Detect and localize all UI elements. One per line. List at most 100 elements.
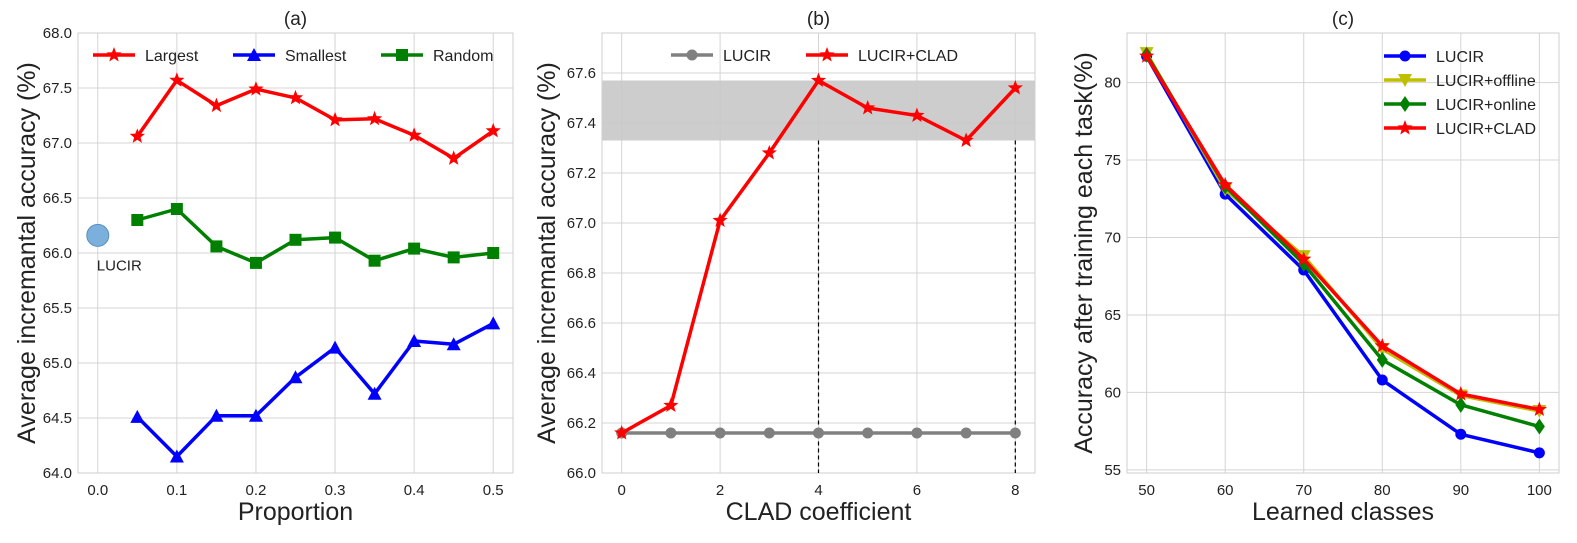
data-point (1298, 255, 1310, 272)
panel-title: (a) (284, 9, 307, 30)
data-point (712, 212, 728, 227)
x-tick-label: 0.2 (246, 482, 267, 499)
y-tick-label: 68.0 (43, 25, 72, 42)
series-line (136, 207, 494, 265)
x-tick-label: 8 (1011, 482, 1019, 499)
chart-panel-0: 0.0 0.1 0.2 0.3 0.4 0.5 64.0 64.5 65.0 65.5 66.0 66… (13, 9, 514, 526)
legend-label: LUCIR+online (1436, 97, 1536, 114)
data-point (909, 107, 925, 122)
y-axis-label: Average incremantal accuracy (%) (13, 62, 41, 444)
legend-item: LUCIR+CLAD (806, 47, 958, 65)
data-point (408, 242, 421, 255)
x-tick-label: 100 (1527, 482, 1552, 499)
data-point (763, 427, 775, 439)
legend-item: LUCIR+CLAD (1384, 120, 1536, 138)
y-tick-label: 80 (1104, 75, 1121, 92)
y-tick-label: 66.8 (567, 265, 596, 282)
x-axis-label: CLAD coefficient (726, 498, 912, 526)
legend: LUCIR LUCIR+CLAD (671, 47, 958, 65)
data-point (485, 122, 501, 138)
data-point (328, 340, 343, 354)
y-tick-label: 65.5 (43, 300, 72, 317)
data-point (249, 256, 262, 269)
x-tick-label: 50 (1138, 482, 1155, 499)
data-point (289, 233, 302, 246)
y-axis-label: Average incremantal accuracy (%) (533, 62, 561, 444)
chart-panel-1: 0 2 4 6 8 66.0 66.2 66.4 66.6 66.8 67.0 67.2 67.4 67.… (533, 9, 1036, 526)
data-point (1376, 374, 1388, 386)
y-tick-label: 67.5 (43, 80, 72, 97)
x-tick-label: 70 (1295, 482, 1312, 499)
data-point (368, 254, 381, 267)
legend-swatch-marker (1398, 74, 1412, 87)
data-point (1533, 418, 1545, 435)
series-random (131, 203, 500, 269)
y-tick-label: 66.5 (43, 190, 72, 207)
data-point (287, 89, 304, 105)
y-tick-label: 67.0 (43, 135, 72, 152)
data-point (446, 337, 461, 351)
data-point (406, 127, 422, 142)
series-line (135, 78, 495, 161)
x-tick-label: 0.4 (404, 482, 425, 499)
legend-label: LUCIR+CLAD (1436, 121, 1536, 138)
legend-item: LUCIR (1384, 49, 1484, 66)
data-point (1007, 80, 1023, 95)
data-point (862, 427, 874, 439)
legend-item: LUCIR (671, 48, 771, 65)
series-smallest (130, 316, 501, 463)
legend-swatch-marker (106, 47, 122, 62)
baseline-point (86, 223, 110, 247)
legend-swatch-marker (819, 47, 835, 62)
series-line (136, 321, 495, 459)
series-largest (129, 72, 501, 165)
y-tick-label: 66.0 (567, 465, 596, 482)
data-point (1455, 428, 1467, 440)
data-point (1374, 337, 1390, 353)
data-point (911, 427, 923, 439)
baseline-point-label: LUCIR (97, 257, 142, 274)
data-point (714, 427, 726, 439)
legend-swatch-marker (247, 48, 261, 61)
data-point (1453, 385, 1469, 401)
y-tick-label: 67.6 (567, 65, 596, 82)
data-point (407, 334, 422, 347)
y-tick-label: 66.0 (43, 245, 72, 262)
y-tick-label: 55 (1104, 462, 1121, 479)
data-point (366, 110, 383, 126)
legend-item: Smallest (233, 48, 347, 65)
data-point (288, 370, 303, 384)
data-point (761, 145, 777, 160)
data-point (209, 408, 224, 422)
legend-swatch-marker (1399, 50, 1411, 62)
y-tick-label: 67.4 (567, 115, 596, 132)
data-point (1533, 447, 1545, 459)
data-point (367, 386, 382, 400)
data-point (487, 247, 500, 259)
y-tick-label: 66.2 (567, 415, 596, 432)
panel-title: (b) (807, 9, 830, 30)
y-tick-label: 67.2 (567, 165, 596, 182)
series-lucir-clad (614, 72, 1023, 440)
legend-label: LUCIR+offline (1436, 73, 1536, 90)
y-tick-label: 64.5 (43, 410, 72, 427)
x-tick-label: 0.0 (87, 482, 108, 499)
x-tick-label: 60 (1217, 482, 1234, 499)
data-point (1296, 251, 1312, 266)
data-point (446, 150, 462, 165)
legend: Largest Smallest Random (93, 47, 493, 65)
series-lucir-clad (1139, 48, 1547, 416)
data-point (614, 425, 630, 440)
data-point (1376, 351, 1388, 368)
data-point (248, 81, 264, 96)
y-tick-label: 64.0 (43, 465, 72, 482)
x-axis-label: Proportion (238, 498, 353, 526)
shaded-band (602, 80, 1035, 141)
y-tick-label: 66.6 (567, 315, 596, 332)
series-lucir (616, 427, 1021, 439)
data-point (813, 427, 824, 439)
legend-swatch-marker (1397, 120, 1413, 135)
data-point (1217, 176, 1233, 192)
y-tick-label: 67.0 (567, 215, 596, 232)
